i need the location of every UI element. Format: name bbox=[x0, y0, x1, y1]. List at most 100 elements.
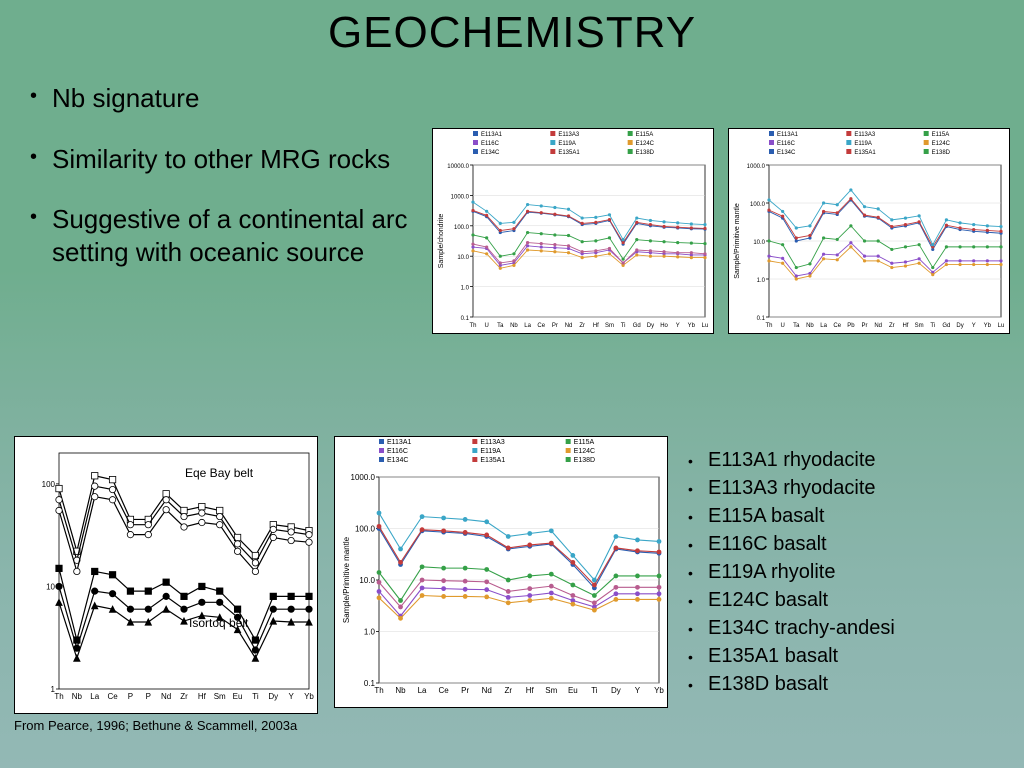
svg-text:E134C: E134C bbox=[777, 150, 796, 156]
page-title: GEOCHEMISTRY bbox=[0, 0, 1024, 58]
svg-text:E134C: E134C bbox=[481, 150, 500, 156]
svg-text:E116C: E116C bbox=[481, 141, 500, 147]
svg-text:E113A1: E113A1 bbox=[777, 132, 799, 138]
bullet-list: Nb signature Similarity to other MRG roc… bbox=[30, 82, 430, 296]
svg-text:100.0: 100.0 bbox=[355, 525, 376, 534]
svg-text:Eu: Eu bbox=[568, 686, 578, 695]
svg-text:La: La bbox=[820, 323, 827, 329]
svg-text:Th: Th bbox=[469, 323, 476, 329]
svg-text:Lu: Lu bbox=[998, 323, 1005, 329]
svg-text:U: U bbox=[484, 323, 488, 329]
svg-text:Nb: Nb bbox=[510, 323, 518, 329]
svg-text:Dy: Dy bbox=[647, 323, 654, 329]
svg-text:P: P bbox=[128, 692, 133, 701]
svg-text:Nd: Nd bbox=[482, 686, 492, 695]
svg-text:La: La bbox=[90, 692, 99, 701]
svg-text:La: La bbox=[524, 323, 531, 329]
svg-text:Yb: Yb bbox=[688, 323, 696, 329]
svg-text:E116C: E116C bbox=[777, 141, 796, 147]
svg-text:Sm: Sm bbox=[605, 323, 614, 329]
legend-label: E124C basalt bbox=[708, 586, 828, 614]
svg-text:Yb: Yb bbox=[304, 692, 314, 701]
svg-text:10.0: 10.0 bbox=[457, 255, 469, 261]
svg-text:Ti: Ti bbox=[930, 323, 935, 329]
svg-text:Y: Y bbox=[972, 323, 976, 329]
svg-text:10.0: 10.0 bbox=[753, 240, 765, 246]
svg-text:E134C: E134C bbox=[387, 457, 408, 464]
svg-text:Dy: Dy bbox=[956, 323, 963, 329]
svg-text:10: 10 bbox=[46, 582, 55, 591]
svg-text:Ce: Ce bbox=[438, 686, 449, 695]
svg-text:1.0: 1.0 bbox=[461, 286, 470, 292]
svg-text:E135A1: E135A1 bbox=[558, 150, 580, 156]
svg-text:Dy: Dy bbox=[611, 686, 621, 695]
legend-label: E113A3 rhyodacite bbox=[708, 474, 876, 502]
svg-text:E138D: E138D bbox=[636, 150, 655, 156]
svg-text:Nb: Nb bbox=[806, 323, 814, 329]
svg-text:La: La bbox=[418, 686, 427, 695]
svg-text:Hf: Hf bbox=[526, 686, 535, 695]
svg-text:E115A: E115A bbox=[636, 132, 654, 138]
svg-text:P: P bbox=[146, 692, 151, 701]
svg-text:E119A: E119A bbox=[854, 141, 872, 147]
spider-chart-pm-large: 0.11.010.0100.01000.0Sample/Primitive ma… bbox=[334, 436, 668, 708]
svg-text:Ce: Ce bbox=[107, 692, 118, 701]
legend-label: E138D basalt bbox=[708, 670, 828, 698]
svg-text:0.1: 0.1 bbox=[757, 316, 766, 322]
svg-text:Nb: Nb bbox=[395, 686, 406, 695]
svg-text:1000.0: 1000.0 bbox=[451, 194, 470, 200]
svg-text:0.1: 0.1 bbox=[461, 316, 470, 322]
svg-text:Hf: Hf bbox=[593, 323, 599, 329]
svg-text:Sm: Sm bbox=[915, 323, 924, 329]
svg-text:Sample/chondrite: Sample/chondrite bbox=[438, 214, 445, 269]
svg-text:Pb: Pb bbox=[847, 323, 855, 329]
svg-text:Sample/Primitive mantle: Sample/Primitive mantle bbox=[342, 536, 351, 623]
svg-text:Ce: Ce bbox=[833, 323, 841, 329]
svg-text:10000.0: 10000.0 bbox=[447, 164, 469, 170]
svg-text:Yb: Yb bbox=[984, 323, 992, 329]
svg-text:Sm: Sm bbox=[214, 692, 226, 701]
bullet-item: Similarity to other MRG rocks bbox=[30, 143, 430, 176]
svg-text:10.0: 10.0 bbox=[359, 576, 375, 585]
svg-text:Th: Th bbox=[765, 323, 772, 329]
svg-text:E124C: E124C bbox=[932, 141, 951, 147]
svg-text:E115A: E115A bbox=[932, 132, 950, 138]
svg-text:E138D: E138D bbox=[574, 457, 595, 464]
svg-text:Zr: Zr bbox=[504, 686, 512, 695]
svg-text:100.0: 100.0 bbox=[750, 202, 766, 208]
svg-text:E135A1: E135A1 bbox=[480, 457, 505, 464]
svg-text:Gd: Gd bbox=[942, 323, 950, 329]
bullet-item: Nb signature bbox=[30, 82, 430, 115]
svg-text:Ce: Ce bbox=[537, 323, 545, 329]
svg-text:Nd: Nd bbox=[161, 692, 171, 701]
svg-text:E138D: E138D bbox=[932, 150, 951, 156]
svg-text:Y: Y bbox=[635, 686, 641, 695]
svg-text:Ta: Ta bbox=[793, 323, 800, 329]
svg-text:Nd: Nd bbox=[565, 323, 573, 329]
svg-text:Th: Th bbox=[374, 686, 383, 695]
svg-text:Yb: Yb bbox=[654, 686, 664, 695]
svg-text:Lu: Lu bbox=[702, 323, 709, 329]
spider-chart-chondrite: 0.1 1.0 10.0 100.0 1000.0 10000.0 Sample/chond… bbox=[432, 128, 714, 334]
svg-text:Nb: Nb bbox=[72, 692, 83, 701]
spider-chart-bw: 110100ThNbLaCePPNdZrHfSmEuTiDyYYbEqe Bay… bbox=[14, 436, 318, 714]
svg-text:100.0: 100.0 bbox=[454, 225, 470, 231]
spider-chart-pm-small: 0.11.010.0100.01000.0Sample/Primitive ma… bbox=[728, 128, 1010, 334]
svg-text:Ti: Ti bbox=[591, 686, 598, 695]
svg-text:Dy: Dy bbox=[268, 692, 278, 701]
bullet-item: Suggestive of a continental arc setting … bbox=[30, 203, 430, 268]
svg-text:Hf: Hf bbox=[198, 692, 207, 701]
svg-text:1.0: 1.0 bbox=[757, 278, 766, 284]
svg-text:E135A1: E135A1 bbox=[854, 150, 876, 156]
svg-text:Ho: Ho bbox=[660, 323, 668, 329]
svg-text:Pr: Pr bbox=[461, 686, 469, 695]
svg-text:E113A1: E113A1 bbox=[387, 439, 411, 446]
svg-text:1.0: 1.0 bbox=[364, 628, 376, 637]
svg-text:E115A: E115A bbox=[574, 439, 595, 446]
legend-label: E116C basalt bbox=[708, 530, 827, 558]
svg-text:U: U bbox=[780, 323, 784, 329]
svg-text:Zr: Zr bbox=[180, 692, 188, 701]
svg-text:Nd: Nd bbox=[874, 323, 882, 329]
sample-legend: •E113A1 rhyodacite •E113A3 rhyodacite •E… bbox=[688, 446, 895, 698]
svg-text:1000.0: 1000.0 bbox=[747, 164, 766, 170]
